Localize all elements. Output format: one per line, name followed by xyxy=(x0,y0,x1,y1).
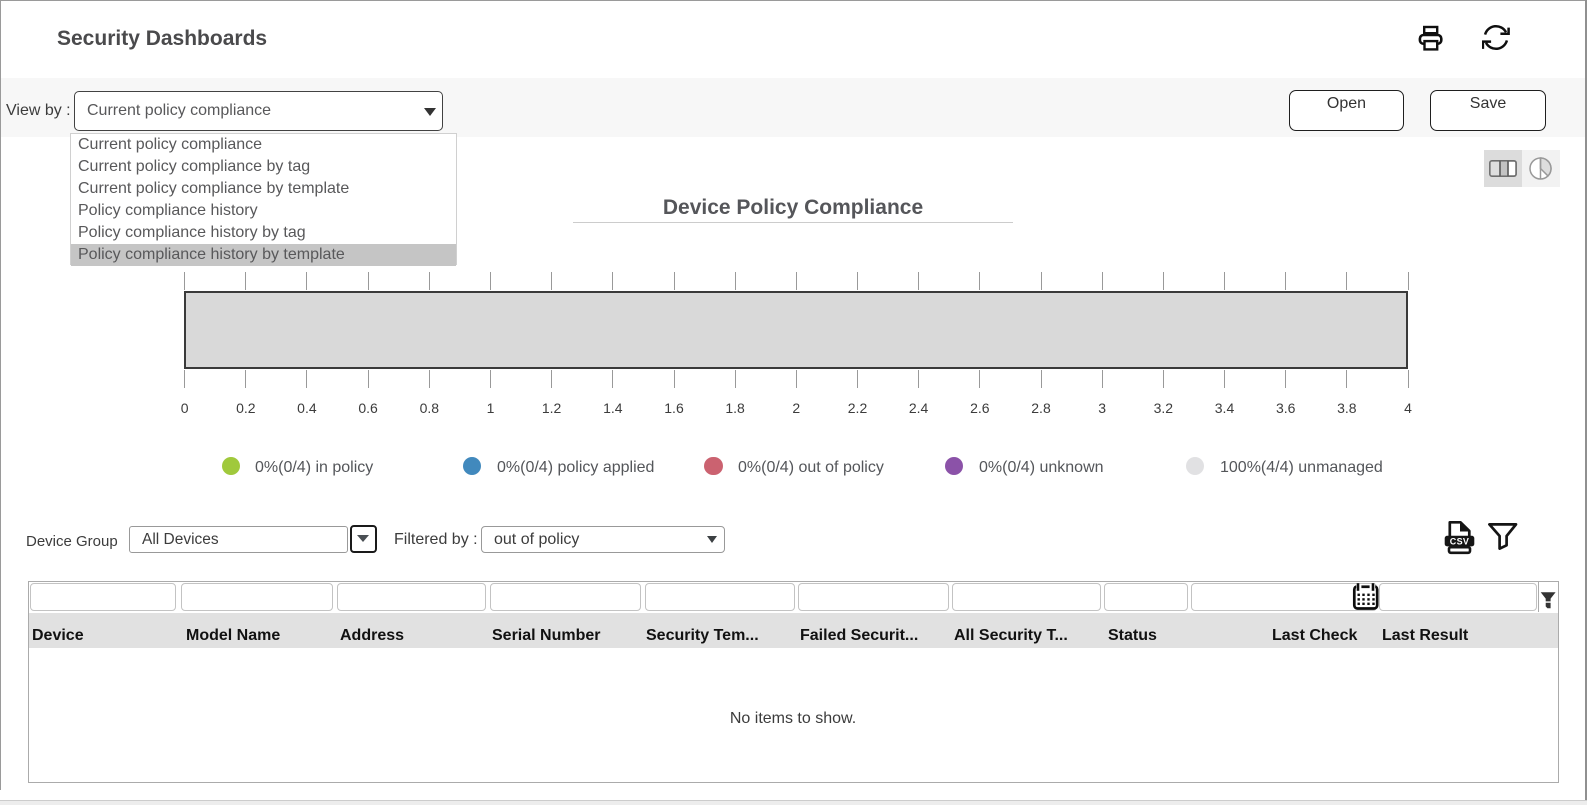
svg-text:CSV: CSV xyxy=(1450,537,1469,547)
